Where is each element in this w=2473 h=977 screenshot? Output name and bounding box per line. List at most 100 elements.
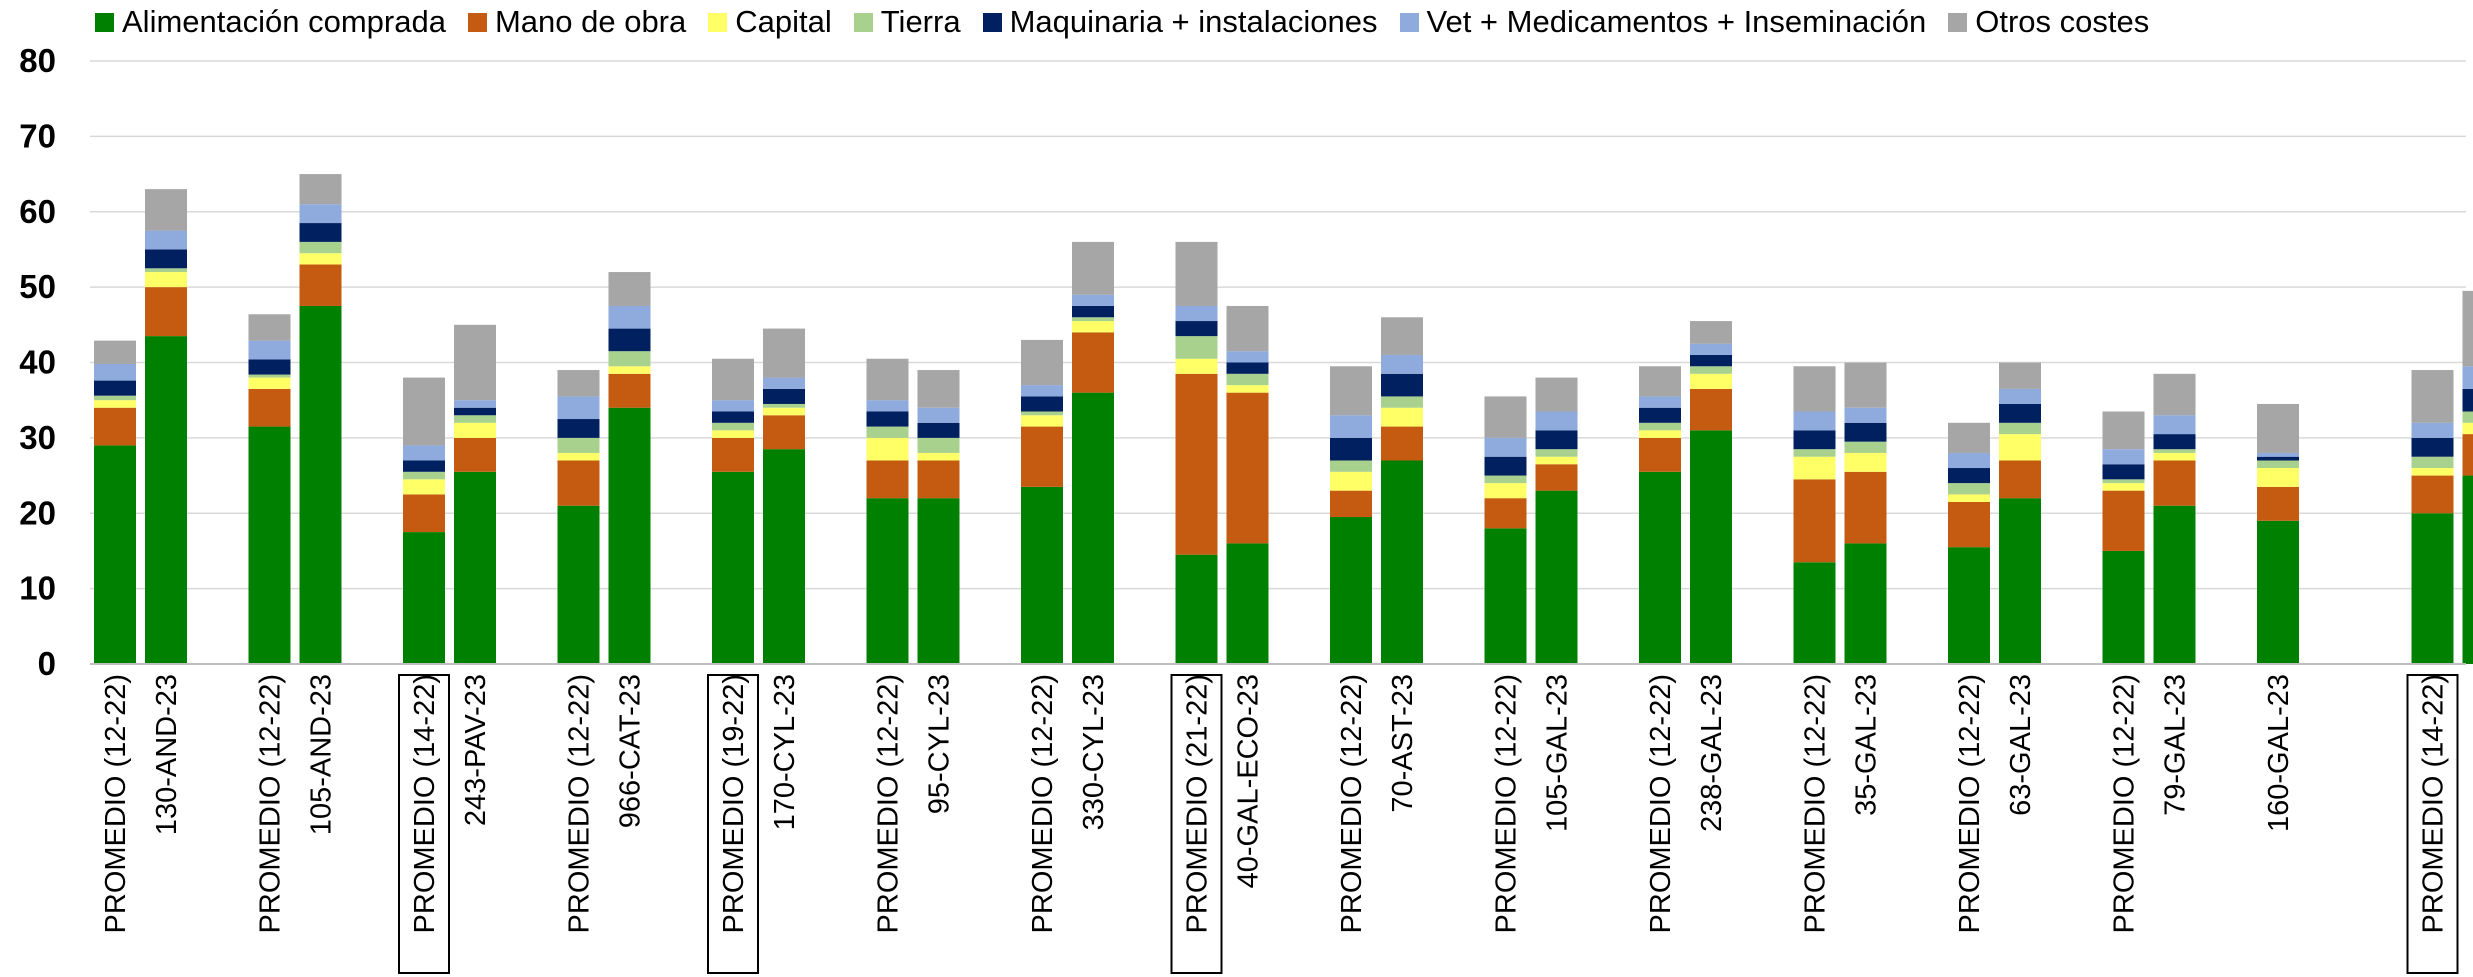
x-tick-label: 79-GAL-23 <box>2160 674 2192 816</box>
bar-segment <box>712 430 754 438</box>
bar-segment <box>1381 373 1423 397</box>
bar-segment <box>454 324 496 401</box>
bar-segment <box>1999 498 2041 664</box>
bar-segment <box>1226 543 1269 664</box>
bar-segment <box>1639 430 1681 438</box>
chart-legend: Alimentación comprada Mano de obra Capital… <box>95 0 2171 44</box>
bar-segment <box>1381 317 1423 355</box>
bar-segment <box>1948 494 1990 502</box>
bar-segment <box>866 498 909 664</box>
bar-segment <box>94 395 136 401</box>
bar-segment <box>94 445 136 664</box>
bar-segment <box>1484 437 1527 457</box>
x-tick-label: 130-AND-23 <box>151 674 183 835</box>
bar-segment <box>454 437 496 472</box>
bar-segment <box>1330 415 1372 438</box>
bar-segment <box>94 364 136 381</box>
x-tick-label: PROMEDIO (12-22) <box>1491 674 1523 933</box>
legend-label: Otros costes <box>1975 4 2150 39</box>
x-tick-label: 170-CYL-23 <box>769 674 801 830</box>
legend-label: Maquinaria + instalaciones <box>1009 4 1378 39</box>
x-tick-label: 105-GAL-23 <box>1542 674 1574 832</box>
bar-segment <box>1175 305 1218 322</box>
bar-segment <box>403 377 445 446</box>
bar-segment <box>2462 422 2473 435</box>
bar-segment <box>1999 403 2041 423</box>
bar-segment <box>712 400 754 412</box>
bar-segment <box>248 388 291 427</box>
bar-segment <box>1226 362 1269 374</box>
bar-segment <box>1948 483 1990 495</box>
bar-segment <box>712 422 754 431</box>
x-tick-label: 105-AND-23 <box>306 674 338 835</box>
bar-segment <box>763 328 805 378</box>
bar-segment <box>145 272 187 288</box>
x-tick-label: 1755-GAL-23 <box>2469 674 2473 848</box>
bar-segment <box>299 241 342 254</box>
bar-segment <box>1330 490 1372 518</box>
bar-segment <box>1639 471 1681 664</box>
bar-segment <box>1999 434 2041 461</box>
y-tick-label: 70 <box>19 117 56 154</box>
bar-segment <box>1690 388 1732 431</box>
bar-segment <box>2102 449 2145 465</box>
bar-segment <box>1999 388 2041 404</box>
x-tick-label: PROMEDIO (12-22) <box>1645 674 1677 933</box>
bar-segment <box>454 471 496 664</box>
bar-segment <box>299 174 342 205</box>
y-tick-label: 0 <box>38 645 56 682</box>
bar-segment <box>2411 475 2454 514</box>
bar-segment <box>454 422 496 438</box>
bar-segment <box>1948 501 1990 548</box>
x-tick-label: 966-CAT-23 <box>615 674 647 828</box>
legend-swatch <box>853 12 873 32</box>
bar-segment <box>1072 321 1114 333</box>
bar-segment <box>1175 554 1218 664</box>
bar-segment <box>763 449 805 664</box>
bar-segment <box>1175 373 1218 555</box>
bar-segment <box>2257 403 2299 453</box>
bar-segment <box>1226 351 1269 363</box>
x-tick-label: PROMEDIO (12-22) <box>564 674 596 933</box>
x-tick-label: PROMEDIO (14-22) <box>2418 674 2450 933</box>
bar-segment <box>712 471 754 664</box>
bar-segment <box>1072 392 1114 664</box>
legend-item: Vet + Medicamentos + Inseminación <box>1399 4 1926 40</box>
bar-segment <box>2153 505 2196 664</box>
bar-segment <box>2462 366 2473 389</box>
bar-segment <box>248 377 291 389</box>
bar-segment <box>1535 456 1578 465</box>
bar-segment <box>1535 377 1578 412</box>
x-tick-label: PROMEDIO (12-22) <box>255 674 287 933</box>
bar-segment <box>917 407 960 423</box>
bar-segment <box>2411 422 2454 438</box>
bar-segment <box>866 426 909 438</box>
x-tick-label: PROMEDIO (12-22) <box>100 674 132 933</box>
bar-segment <box>1330 471 1372 491</box>
bar-segment <box>1999 362 2041 389</box>
bar-segment <box>557 437 600 453</box>
label-highlight-box <box>2406 674 2459 974</box>
bar-segment <box>2257 460 2299 469</box>
x-tick-label: 160-GAL-23 <box>2263 674 2295 832</box>
bar-segment <box>2257 468 2299 487</box>
bar-segment <box>1330 460 1372 472</box>
bar-segment <box>145 189 187 231</box>
bar-segment <box>2257 456 2299 461</box>
bar-segment <box>1381 460 1423 664</box>
y-tick-label: 40 <box>19 344 56 381</box>
bar-segment <box>557 460 600 506</box>
bar-segment <box>2257 520 2299 664</box>
x-tick-label: PROMEDIO (12-22) <box>1027 674 1059 933</box>
bar-segment <box>2411 437 2454 457</box>
legend-swatch <box>1948 12 1968 32</box>
bar-segment <box>145 249 187 269</box>
bar-segment <box>1072 317 1114 322</box>
bar-segment <box>2462 388 2473 412</box>
bar-segment <box>866 358 909 401</box>
bar-segment <box>2153 415 2196 435</box>
bar-segment <box>94 340 136 365</box>
bar-segment <box>1484 498 1527 529</box>
bar-segment <box>1844 407 1887 423</box>
